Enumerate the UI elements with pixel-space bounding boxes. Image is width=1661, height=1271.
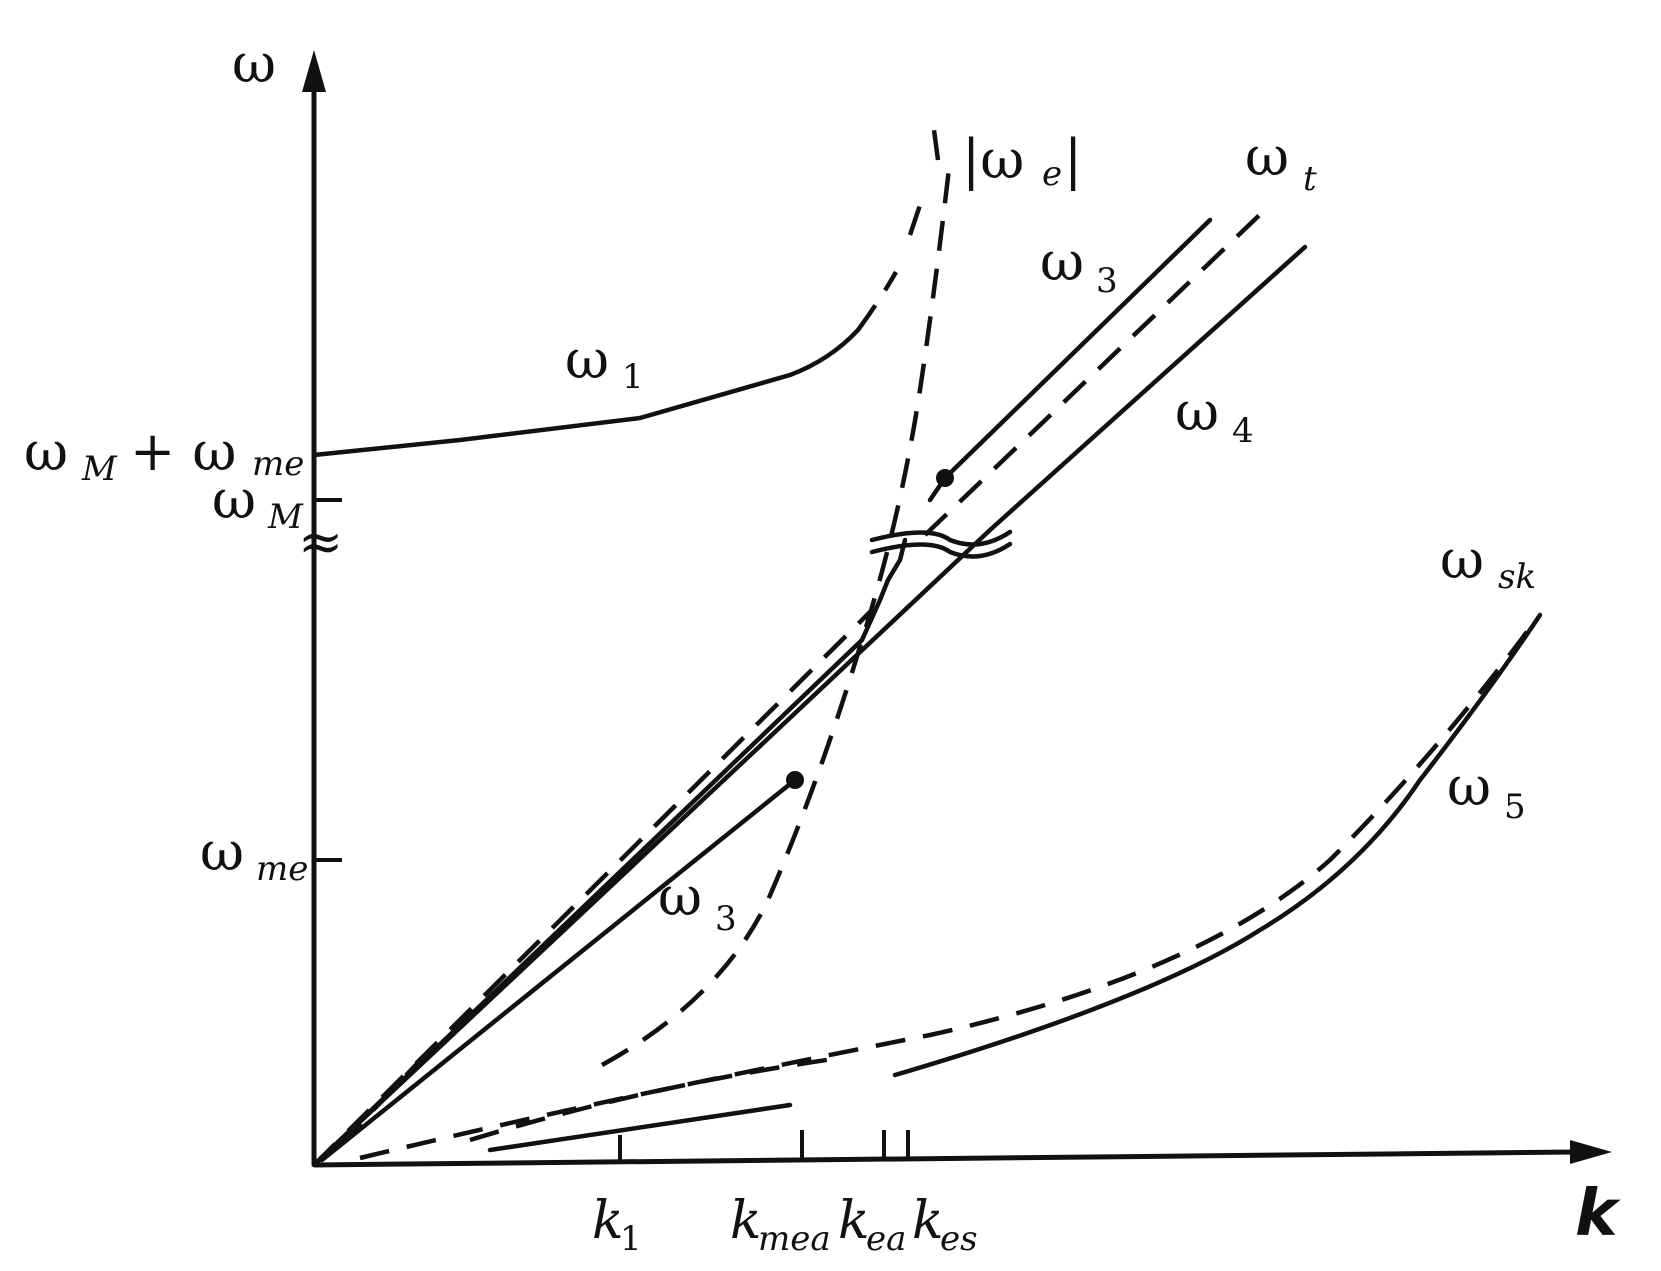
curve-omega-5: [892, 612, 1543, 1078]
svg-text:1: 1: [620, 1219, 642, 1259]
break-mark-lower: [869, 541, 1013, 559]
y-axis-label: ω: [232, 32, 276, 95]
curve-omega-3-lower-b: [319, 777, 798, 1163]
break-mark-upper: [869, 529, 1013, 547]
svg-text:t: t: [1303, 159, 1317, 199]
x-axis-arrow-icon: [1570, 1140, 1612, 1164]
svg-text:ω: ω: [1175, 380, 1219, 443]
svg-text:5: 5: [1504, 787, 1526, 827]
curve-omega-3-upper-link: [927, 475, 948, 503]
label-kmea: k mea: [730, 1191, 831, 1259]
svg-text:me: me: [256, 849, 308, 889]
curve-omega-t-lower: [312, 610, 872, 1167]
label-kes: k es: [912, 1191, 978, 1259]
label-omega-3-upper: ω 3: [1040, 230, 1118, 301]
label-omega-sk: ω sk: [1440, 528, 1536, 597]
svg-text:|: |: [1064, 128, 1082, 191]
curve-omega-e-left-mark: [929, 114, 941, 161]
svg-text:|ω: |ω: [962, 128, 1024, 191]
svg-text:ω: ω: [1040, 230, 1084, 293]
curve-omega-sk: [359, 623, 1534, 1161]
svg-text:ea: ea: [866, 1219, 906, 1259]
svg-text:ω: ω: [212, 468, 256, 531]
x-axis: [313, 1149, 1576, 1168]
curve-dashed-lower-bundle: [338, 1048, 432, 1147]
axis-break-mark: ≈: [298, 510, 343, 573]
svg-text:ω: ω: [200, 820, 244, 883]
curve-omega-5-lower-segment: [487, 1102, 793, 1153]
svg-text:3: 3: [715, 899, 737, 939]
svg-text:sk: sk: [1498, 557, 1536, 597]
y-ticks: [314, 498, 342, 862]
curve-omega-4-upper: [987, 244, 1308, 533]
svg-text:ω: ω: [565, 328, 609, 391]
curve-omega-e-dash-upper: [907, 204, 923, 236]
svg-text:e: e: [1042, 154, 1062, 194]
svg-text:ω: ω: [24, 420, 68, 483]
label-omega-1: ω 1: [565, 328, 644, 397]
curve-omega-t-upper: [923, 203, 1272, 537]
curve-omega-1-dashed: [856, 270, 898, 332]
svg-text:k: k: [912, 1191, 944, 1251]
svg-text:M: M: [81, 449, 118, 489]
svg-text:k: k: [838, 1191, 870, 1251]
label-wM-plus-wme: ω M + ω me: [24, 420, 304, 489]
svg-text:k: k: [730, 1191, 762, 1251]
curve-lower-dashed-segment: [469, 1055, 841, 1143]
label-omega-5: ω 5: [1447, 755, 1526, 827]
label-omega-3-lower: ω 3: [658, 865, 737, 939]
svg-text:+ ω: + ω: [130, 420, 236, 483]
curve-omega-3-upper: [942, 217, 1213, 481]
axes: [302, 50, 1612, 1168]
y-axis-arrow-icon: [302, 50, 326, 92]
svg-text:me: me: [252, 444, 304, 484]
svg-text:ω: ω: [1447, 755, 1491, 818]
label-omega-4: ω 4: [1175, 380, 1254, 451]
label-k1: k 1: [592, 1191, 642, 1259]
svg-text:M: M: [267, 497, 304, 537]
svg-text:ω: ω: [1245, 125, 1289, 188]
node-omega-3-lower: [786, 771, 804, 789]
svg-text:es: es: [940, 1219, 978, 1259]
curves: [311, 114, 1543, 1168]
curve-kink: [859, 537, 908, 643]
svg-text:4: 4: [1232, 411, 1254, 451]
curve-omega-e: [600, 159, 953, 1067]
svg-text:ω: ω: [1440, 528, 1484, 591]
curve-omega-1: [311, 327, 861, 458]
label-kea: k ea: [838, 1191, 906, 1259]
svg-text:k: k: [592, 1191, 624, 1251]
svg-text:ω: ω: [658, 865, 702, 928]
svg-text:3: 3: [1096, 261, 1118, 301]
x-ticks: [618, 1130, 910, 1162]
label-omega-t: ω t: [1245, 125, 1317, 199]
curve-omega-4-lower: [311, 527, 993, 1168]
svg-text:mea: mea: [758, 1219, 831, 1259]
label-wM: ω M: [212, 468, 304, 537]
label-wme: ω me: [200, 820, 308, 889]
svg-text:1: 1: [622, 357, 644, 397]
label-omega-e: |ω e |: [962, 128, 1082, 194]
x-axis-label: k: [1575, 1177, 1621, 1251]
